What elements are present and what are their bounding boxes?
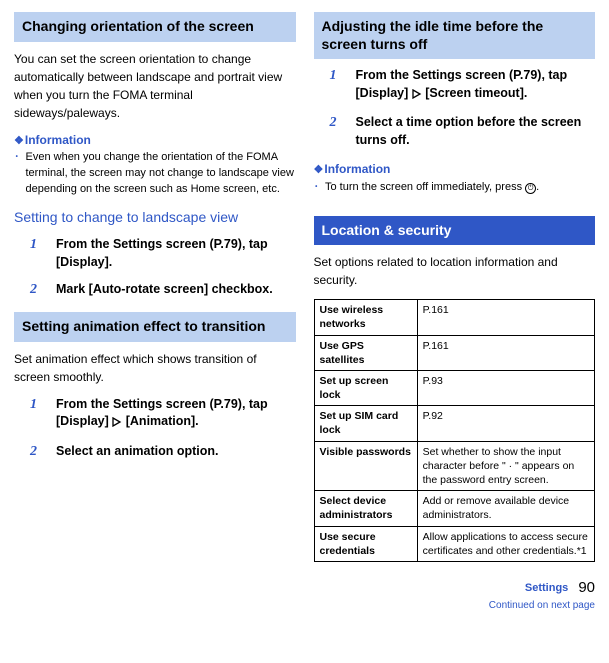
table-value: Allow applications to access secure cert… (417, 526, 594, 561)
step-text: From the Settings screen (P.79), tap [Di… (356, 67, 596, 104)
table-row: Select device administratorsAdd or remov… (314, 491, 595, 526)
section-heading-idle: Adjusting the idle time before the scree… (314, 12, 596, 59)
footer-section-name: Settings (525, 581, 568, 596)
info-bullet-text: To turn the screen off immediately, pres… (325, 180, 595, 196)
page-footer: Settings 90 (14, 578, 595, 598)
bullet-text-part: . (536, 181, 539, 193)
section-heading-location: Location & security (314, 216, 596, 246)
table-value: P.161 (417, 300, 594, 335)
step-text: Select an animation option. (56, 443, 296, 462)
section-heading-animation: Setting animation effect to transition (14, 312, 296, 342)
bullet-text-part: To turn the screen off immediately, pres… (325, 181, 525, 193)
table-row: Use secure credentialsAllow applications… (314, 526, 595, 561)
steps-animation: 1 From the Settings screen (P.79), tap [… (30, 396, 296, 462)
step-text: From the Settings screen (P.79), tap [Di… (56, 396, 296, 433)
orientation-description: You can set the screen orientation to ch… (14, 50, 296, 122)
bullet-dot-icon: ･ (314, 180, 320, 196)
location-settings-table: Use wireless networksP.161 Use GPS satel… (314, 299, 596, 562)
information-label-text: Information (25, 133, 91, 147)
section-heading-orientation: Changing orientation of the screen (14, 12, 296, 42)
information-label: ❖Information (314, 161, 596, 178)
location-description: Set options related to location informat… (314, 253, 596, 289)
table-value: P.161 (417, 335, 594, 370)
table-value: P.93 (417, 370, 594, 405)
spacer (314, 202, 596, 216)
info-bullet: ･ Even when you change the orientation o… (14, 150, 296, 198)
animation-description: Set animation effect which shows transit… (14, 350, 296, 386)
right-column: Adjusting the idle time before the scree… (314, 12, 596, 562)
table-value: Set whether to show the input character … (417, 441, 594, 491)
table-value: P.92 (417, 406, 594, 441)
footer-page-number: 90 (578, 578, 595, 598)
step-text: Select a time option before the screen t… (356, 114, 596, 149)
info-bullet: ･ To turn the screen off immediately, pr… (314, 180, 596, 196)
table-key: Use secure credentials (314, 526, 417, 561)
table-row: Set up SIM card lockP.92 (314, 406, 595, 441)
page-columns: Changing orientation of the screen You c… (14, 12, 595, 562)
table-value: Add or remove available device administr… (417, 491, 594, 526)
subheading-landscape: Setting to change to landscape view (14, 208, 296, 226)
step-text-part: [Animation]. (122, 414, 198, 428)
step-item: 2 Select a time option before the screen… (330, 114, 596, 149)
information-label-text: Information (324, 162, 390, 176)
table-row: Visible passwordsSet whether to show the… (314, 441, 595, 491)
table-body: Use wireless networksP.161 Use GPS satel… (314, 300, 595, 562)
step-item: 2 Select an animation option. (30, 443, 296, 462)
step-number: 2 (30, 281, 56, 300)
arrow-icon (412, 87, 422, 105)
left-column: Changing orientation of the screen You c… (14, 12, 296, 562)
step-item: 2 Mark [Auto-rotate screen] checkbox. (30, 281, 296, 300)
step-item: 1 From the Settings screen (P.79), tap [… (30, 236, 296, 271)
information-label: ❖Information (14, 132, 296, 149)
table-key: Use GPS satellites (314, 335, 417, 370)
step-number: 1 (30, 236, 56, 271)
step-number: 1 (330, 67, 356, 104)
bullet-dot-icon: ･ (14, 150, 20, 198)
continued-label: Continued on next page (14, 599, 595, 613)
steps-idle: 1 From the Settings screen (P.79), tap [… (330, 67, 596, 149)
step-number: 2 (330, 114, 356, 149)
table-key: Select device administrators (314, 491, 417, 526)
table-row: Use GPS satellitesP.161 (314, 335, 595, 370)
info-bullet-text: Even when you change the orientation of … (26, 150, 296, 198)
table-row: Set up screen lockP.93 (314, 370, 595, 405)
step-item: 1 From the Settings screen (P.79), tap [… (330, 67, 596, 104)
steps-landscape: 1 From the Settings screen (P.79), tap [… (30, 236, 296, 300)
step-number: 1 (30, 396, 56, 433)
table-row: Use wireless networksP.161 (314, 300, 595, 335)
table-key: Set up screen lock (314, 370, 417, 405)
power-button-icon: ⏻ (525, 183, 536, 194)
step-item: 1 From the Settings screen (P.79), tap [… (30, 396, 296, 433)
table-key: Use wireless networks (314, 300, 417, 335)
step-text-part: [Screen timeout]. (422, 86, 528, 100)
step-number: 2 (30, 443, 56, 462)
step-text: From the Settings screen (P.79), tap [Di… (56, 236, 296, 271)
arrow-icon (112, 415, 122, 433)
table-key: Set up SIM card lock (314, 406, 417, 441)
step-text: Mark [Auto-rotate screen] checkbox. (56, 281, 296, 300)
table-key: Visible passwords (314, 441, 417, 491)
